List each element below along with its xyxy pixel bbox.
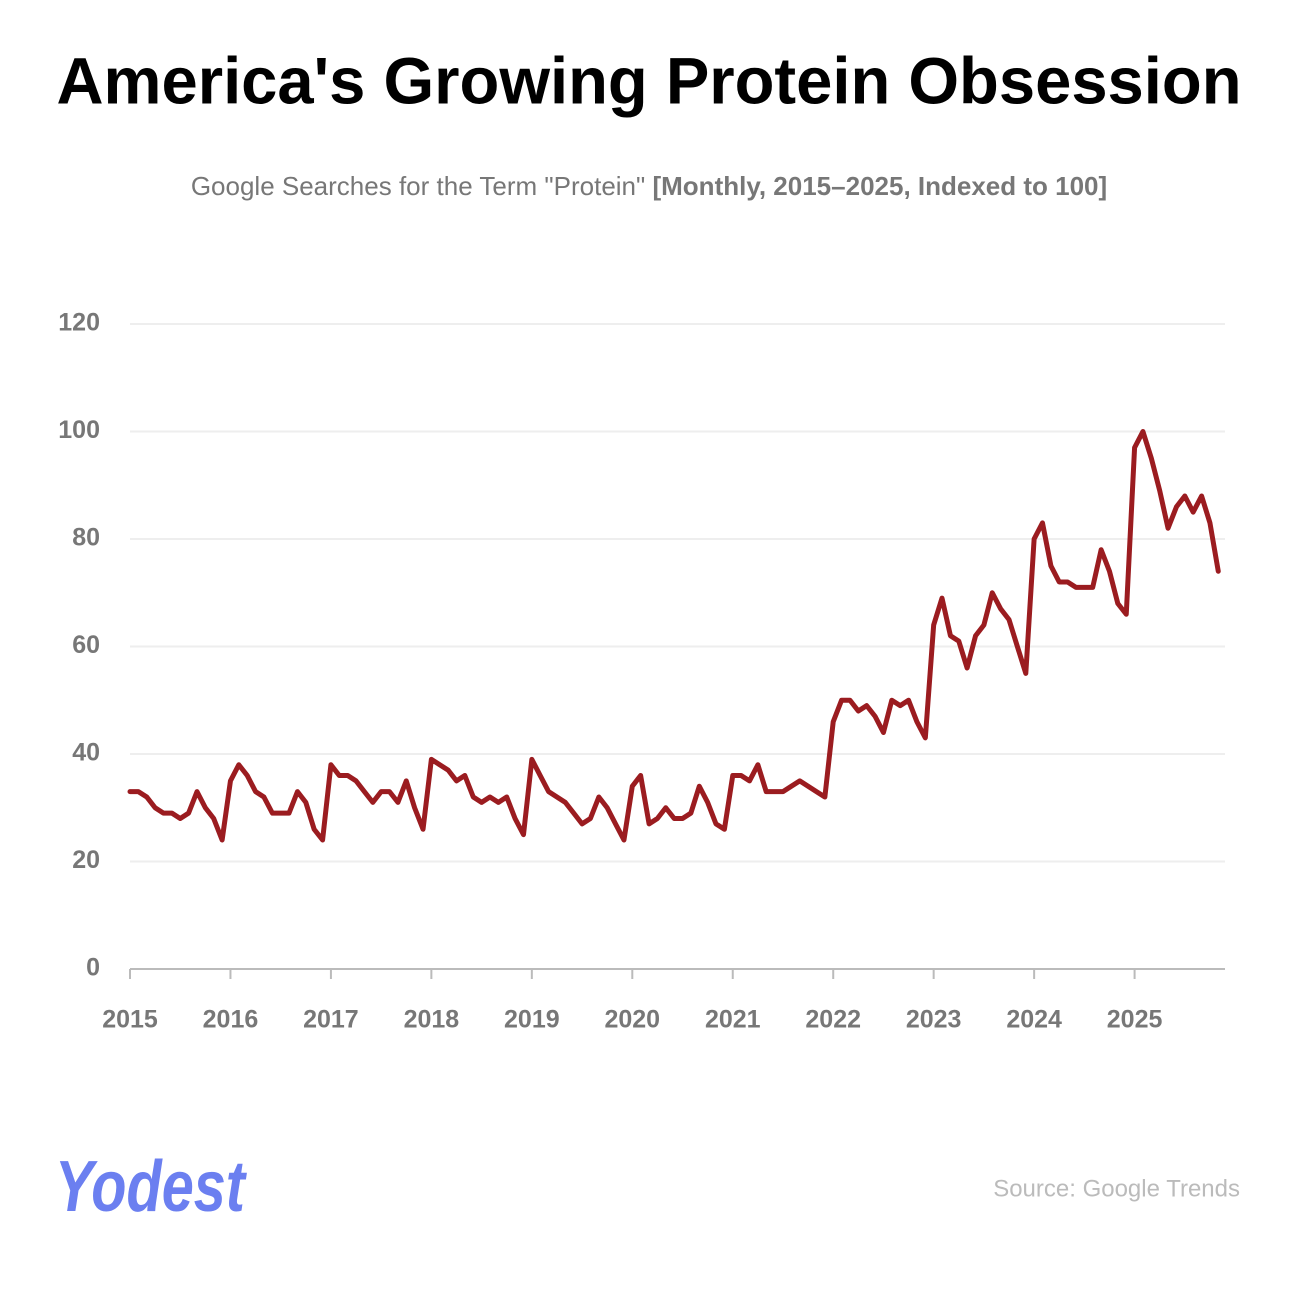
chart-subtitle: Google Searches for the Term "Protein" […: [191, 171, 1107, 201]
subtitle-text: Google Searches for the Term "Protein": [191, 171, 645, 201]
x-tick-label: 2022: [805, 1006, 861, 1034]
y-tick-label: 100: [58, 416, 100, 444]
x-tick-label: 2017: [303, 1006, 359, 1034]
subtitle-detail: [Monthly, 2015–2025, Indexed to 100]: [652, 171, 1107, 201]
x-tick-label: 2016: [203, 1006, 259, 1034]
line-series: [127, 429, 1221, 843]
chart-title: America's Growing Protein Obsession: [57, 43, 1242, 117]
x-tick-label: 2021: [705, 1006, 761, 1034]
x-tick-label: 2024: [1006, 1006, 1062, 1034]
logo: Yodest: [55, 1147, 247, 1227]
y-tick-label: 20: [72, 846, 100, 874]
source-note: Source: Google Trends: [993, 1175, 1240, 1202]
y-tick-label: 80: [72, 524, 100, 552]
y-tick-label: 60: [72, 631, 100, 659]
x-tick-label: 2019: [504, 1006, 560, 1034]
x-tick-label: 2018: [404, 1006, 460, 1034]
x-tick-label: 2020: [604, 1006, 660, 1034]
x-tick-label: 2025: [1107, 1006, 1163, 1034]
y-tick-label: 120: [58, 309, 100, 337]
x-tick-label: 2023: [906, 1006, 962, 1034]
y-tick-label: 0: [86, 954, 100, 982]
x-tick-label: 2015: [102, 1006, 158, 1034]
y-tick-label: 40: [72, 739, 100, 767]
